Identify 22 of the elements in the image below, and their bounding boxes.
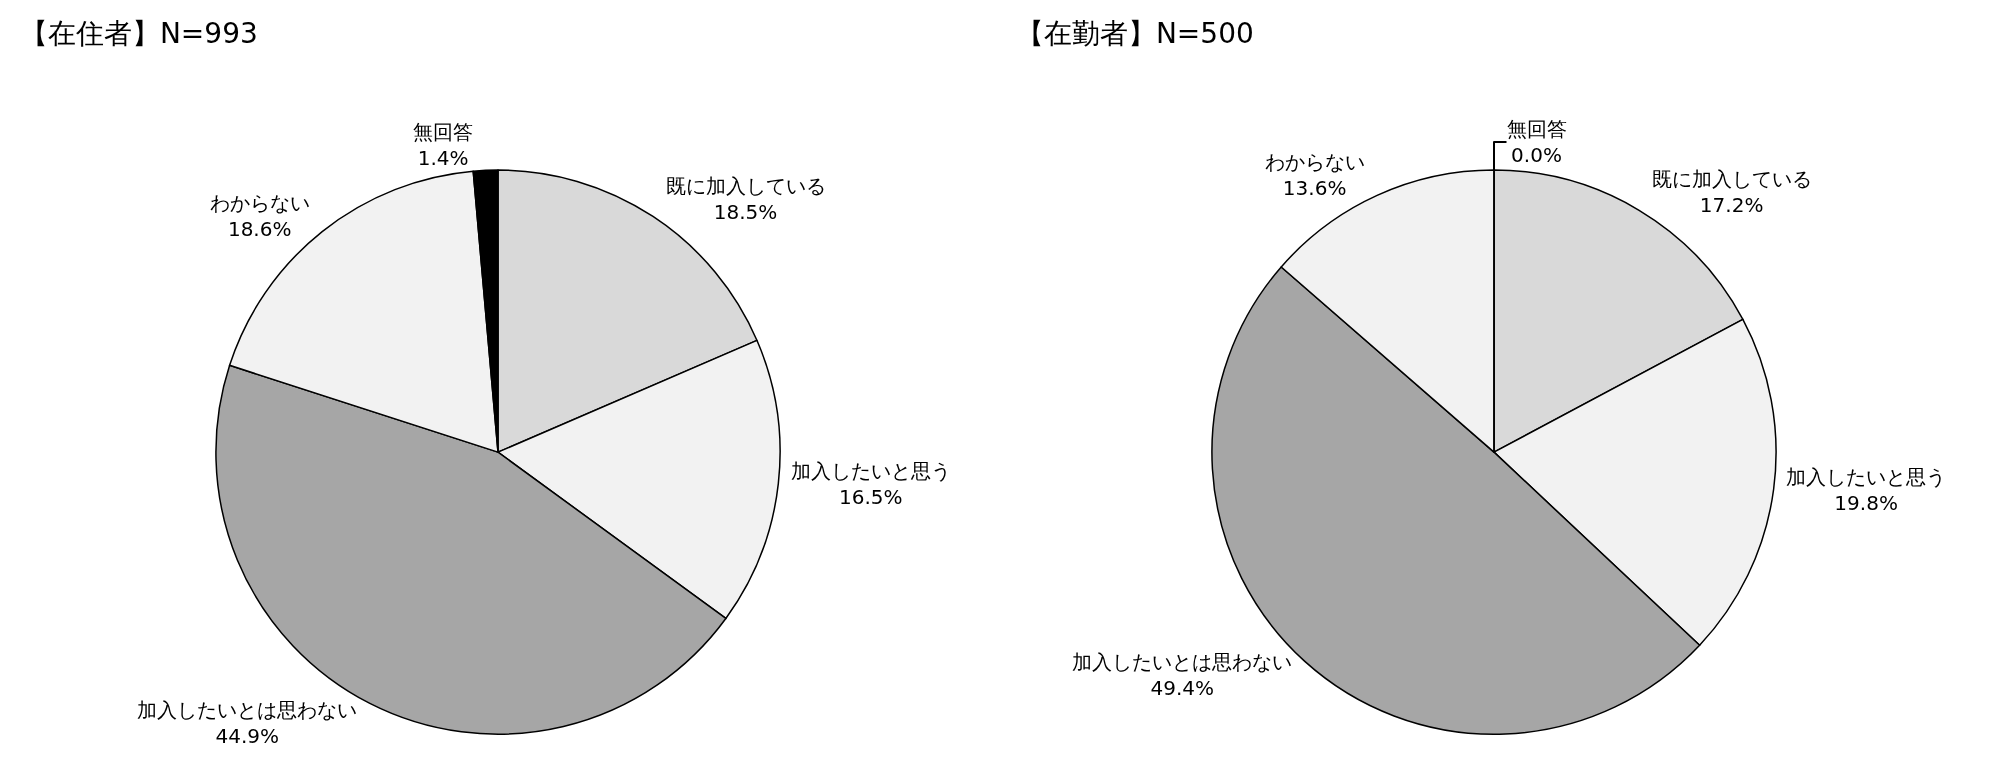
data-label: 13.6% bbox=[1282, 175, 1347, 200]
data-label: 19.8% bbox=[1834, 490, 1898, 515]
data-label: 1.4% bbox=[417, 146, 469, 171]
slice-label: わからない bbox=[209, 191, 310, 216]
chart-title: 【在勤者】N=500 bbox=[1015, 16, 1254, 50]
slice-label: 加入したいとは思わない bbox=[137, 698, 358, 723]
chart-title: 【在住者】N=993 bbox=[19, 16, 258, 50]
slice-label: わからない bbox=[1264, 149, 1365, 174]
data-label: 17.2% bbox=[1699, 192, 1764, 217]
category-label: 無回答 bbox=[1506, 116, 1567, 141]
slice-label: 無回答 bbox=[413, 120, 474, 145]
data-label: 18.6% bbox=[227, 217, 292, 242]
data-label: 44.9% bbox=[215, 724, 280, 749]
slice-label: 既に加入している bbox=[665, 174, 826, 199]
slice-label: 加入したいとは思わない bbox=[1072, 650, 1293, 675]
data-label: 18.5% bbox=[713, 200, 778, 225]
data-label: 49.4% bbox=[1150, 676, 1215, 701]
slice-label: 既に加入している bbox=[1651, 166, 1812, 191]
text: 0.0% bbox=[1511, 142, 1562, 167]
slice-label: 加入したいと思う bbox=[1786, 464, 1947, 489]
slice-label: 加入したいと思う bbox=[790, 458, 951, 483]
data-label: 16.5% bbox=[839, 484, 903, 509]
